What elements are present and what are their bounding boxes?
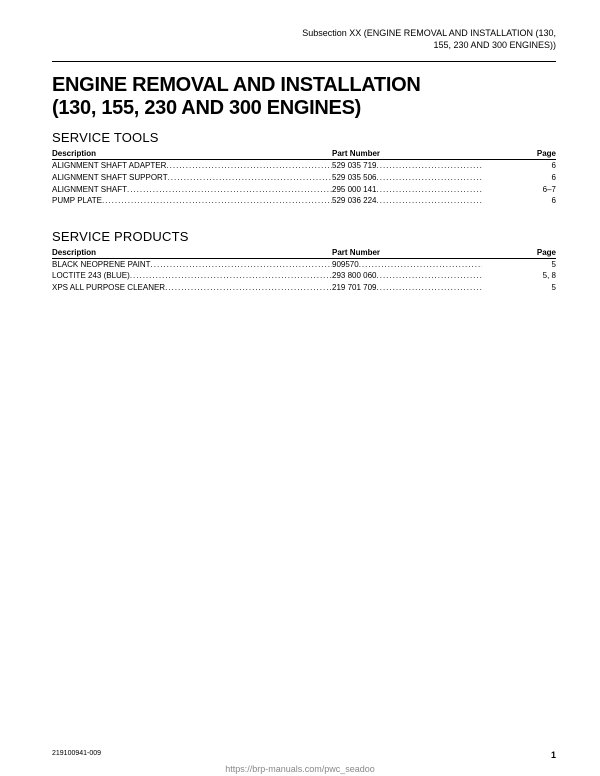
cell-page: 6 [482,172,556,184]
table-row: XPS ALL PURPOSE CLEANER 219 701 709 5 [52,282,556,294]
col-header-description: Description [52,248,332,257]
cell-partnumber: 219 701 709 [332,282,482,294]
cell-partnumber: 529 035 506 [332,172,482,184]
subsection-line-1: Subsection XX (ENGINE REMOVAL AND INSTAL… [52,28,556,40]
col-header-partnumber: Part Number [332,248,482,257]
table-header: Description Part Number Page [52,149,556,160]
cell-partnumber: 293 800 060 [332,270,482,282]
cell-page: 6 [482,160,556,172]
cell-page: 6 [482,195,556,207]
col-header-partnumber: Part Number [332,149,482,158]
cell-description: LOCTITE 243 (BLUE) [52,270,332,282]
page-footer: 219100941-009 1 [52,750,556,760]
table-body: BLACK NEOPRENE PAINT 909570 5LOCTITE 243… [52,259,556,294]
footer-url: https://brp-manuals.com/pwc_seadoo [0,764,600,774]
footer-doc-id: 219100941-009 [52,750,101,757]
table-row: BLACK NEOPRENE PAINT 909570 5 [52,259,556,271]
cell-page: 6–7 [482,184,556,196]
table-row: ALIGNMENT SHAFT ADAPTER 529 035 719 6 [52,160,556,172]
cell-description: BLACK NEOPRENE PAINT [52,259,332,271]
cell-partnumber: 909570 [332,259,482,271]
col-header-description: Description [52,149,332,158]
table-row: PUMP PLATE 529 036 224 6 [52,195,556,207]
cell-partnumber: 529 035 719 [332,160,482,172]
subsection-line-2: 155, 230 AND 300 ENGINES)) [52,40,556,52]
subsection-header: Subsection XX (ENGINE REMOVAL AND INSTAL… [52,28,556,51]
table-body: ALIGNMENT SHAFT ADAPTER 529 035 719 6ALI… [52,160,556,206]
cell-partnumber: 529 036 224 [332,195,482,207]
col-header-page: Page [482,248,556,257]
cell-page: 5 [482,282,556,294]
service-products-heading: SERVICE PRODUCTS [52,229,556,244]
cell-description: PUMP PLATE [52,195,332,207]
table-row: LOCTITE 243 (BLUE) 293 800 060 5, 8 [52,270,556,282]
main-title-line-1: ENGINE REMOVAL AND INSTALLATION [52,74,556,97]
main-title-line-2: (130, 155, 230 AND 300 ENGINES) [52,97,556,120]
cell-description: XPS ALL PURPOSE CLEANER [52,282,332,294]
service-tools-table: Description Part Number Page ALIGNMENT S… [52,149,556,206]
cell-description: ALIGNMENT SHAFT [52,184,332,196]
service-tools-heading: SERVICE TOOLS [52,130,556,145]
cell-page: 5 [482,259,556,271]
horizontal-rule [52,61,556,62]
table-row: ALIGNMENT SHAFT SUPPORT 529 035 506 6 [52,172,556,184]
table-header: Description Part Number Page [52,248,556,259]
cell-description: ALIGNMENT SHAFT ADAPTER [52,160,332,172]
col-header-page: Page [482,149,556,158]
cell-partnumber: 295 000 141 [332,184,482,196]
table-row: ALIGNMENT SHAFT 295 000 141 6–7 [52,184,556,196]
service-products-table: Description Part Number Page BLACK NEOPR… [52,248,556,294]
main-title: ENGINE REMOVAL AND INSTALLATION (130, 15… [52,74,556,120]
footer-page-number: 1 [551,750,556,760]
cell-page: 5, 8 [482,270,556,282]
cell-description: ALIGNMENT SHAFT SUPPORT [52,172,332,184]
document-page: Subsection XX (ENGINE REMOVAL AND INSTAL… [0,0,600,294]
